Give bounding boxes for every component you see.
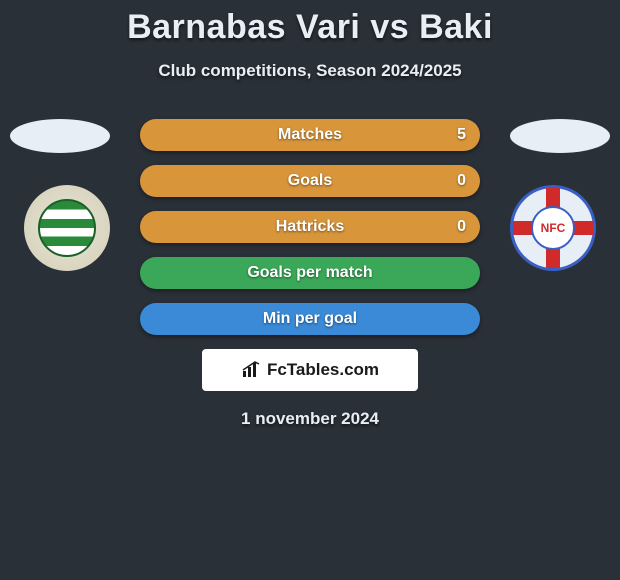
stat-label: Min per goal <box>263 310 357 328</box>
stat-label: Hattricks <box>276 218 344 236</box>
date-label: 1 november 2024 <box>0 409 620 429</box>
stat-label: Matches <box>278 126 342 144</box>
club-badge-left <box>24 185 110 271</box>
player-right-avatar-placeholder <box>510 119 610 153</box>
stat-value-right: 0 <box>457 172 466 190</box>
stat-row: Min per goal <box>140 303 480 335</box>
stat-value-right: 0 <box>457 218 466 236</box>
stat-label: Goals <box>288 172 332 190</box>
club-badge-right-text: NFC <box>531 206 575 250</box>
stat-row: Hattricks 0 <box>140 211 480 243</box>
stat-value-right: 5 <box>457 126 466 144</box>
player-left-avatar-placeholder <box>10 119 110 153</box>
club-badge-right-icon: NFC <box>510 185 596 271</box>
watermark-text: FcTables.com <box>267 360 379 380</box>
page-subtitle: Club competitions, Season 2024/2025 <box>0 61 620 81</box>
bar-chart-icon <box>241 361 261 379</box>
watermark: FcTables.com <box>202 349 418 391</box>
club-badge-right: NFC <box>510 185 596 271</box>
page-title: Barnabas Vari vs Baki <box>0 0 620 47</box>
stat-row: Matches 5 <box>140 119 480 151</box>
stat-label: Goals per match <box>247 264 372 282</box>
stat-rows: Matches 5 Goals 0 Hattricks 0 Goals per match M… <box>140 119 480 335</box>
club-badge-left-icon <box>24 185 110 271</box>
comparison-content: NFC Matches 5 Goals 0 Hattricks 0 Goals per ma… <box>0 119 620 429</box>
stat-row: Goals 0 <box>140 165 480 197</box>
stat-row: Goals per match <box>140 257 480 289</box>
